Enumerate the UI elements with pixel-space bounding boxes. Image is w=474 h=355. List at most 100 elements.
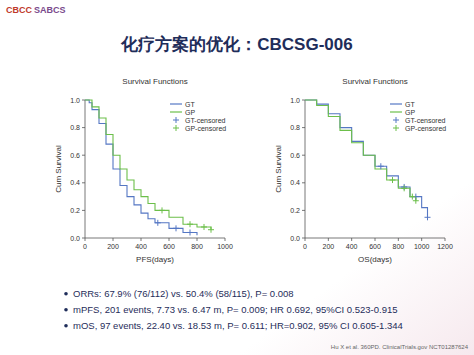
censor-mark <box>378 163 384 169</box>
censor-mark <box>187 221 193 227</box>
y-tick <box>82 238 85 239</box>
x-tick <box>375 238 376 241</box>
legend-symbol <box>170 103 182 104</box>
y-tick-label: 0.0 <box>290 235 300 242</box>
legend-symbol <box>170 111 182 112</box>
censor-mark <box>401 185 407 191</box>
footnote: Hu X et al. 360PD. ClinicalTrials.gov NC… <box>331 344 469 350</box>
legend-label: GT-censored <box>185 117 226 124</box>
x-tick <box>351 238 352 241</box>
censor-mark <box>390 177 396 183</box>
censor-mark <box>409 194 415 200</box>
x-tick-label: 1000 <box>414 243 430 250</box>
x-tick <box>169 238 170 241</box>
legend-symbol <box>390 103 402 104</box>
censor-mark <box>201 224 207 230</box>
y-tick-label: 0.6 <box>290 152 300 159</box>
x-tick-label: 0 <box>303 243 307 250</box>
legend: GTGPGT-censoredGP-censored <box>390 101 446 132</box>
x-axis <box>85 238 225 239</box>
x-tick-label: 400 <box>135 243 147 250</box>
y-tick-label: 0.2 <box>290 207 300 214</box>
y-tick <box>82 100 85 101</box>
y-tick <box>82 182 85 183</box>
censor-mark <box>187 229 193 235</box>
bullet-dot <box>64 324 68 328</box>
legend-symbol <box>390 111 402 112</box>
chart-title: Survival Functions <box>122 77 187 86</box>
logo-text: SABCS <box>34 5 66 15</box>
slide: CBCCSABCS 化疗方案的优化：CBCSG-006 Survival Funct… <box>0 0 474 355</box>
y-tick <box>302 155 305 156</box>
x-tick <box>85 238 86 241</box>
y-axis-label: Cum Survival <box>54 145 63 193</box>
y-tick <box>302 182 305 183</box>
x-axis-label: OS(days) <box>358 255 392 264</box>
bullet-text: mOS, 97 events, 22.40 vs. 18.53 m, P= 0.… <box>73 320 403 331</box>
x-tick <box>328 238 329 241</box>
legend-symbol <box>173 125 179 131</box>
title: 化疗方案的优化：CBCSG-006 <box>120 34 352 54</box>
legend-symbol <box>173 117 179 123</box>
x-tick-label: 200 <box>107 243 119 250</box>
logo-text: CBCC <box>6 5 32 15</box>
y-tick-label: 0.0 <box>70 235 80 242</box>
y-axis <box>305 100 306 238</box>
y-axis <box>85 100 86 238</box>
y-tick-label: 0.6 <box>70 152 80 159</box>
x-tick-label: 800 <box>392 243 404 250</box>
x-tick <box>141 238 142 241</box>
survival-curve <box>85 100 197 235</box>
x-tick-label: 0 <box>83 243 87 250</box>
censor-mark <box>413 198 419 204</box>
legend: GTGPGT-censoredGP-censored <box>170 101 226 132</box>
y-tick <box>302 210 305 211</box>
y-tick <box>302 127 305 128</box>
x-tick-label: 600 <box>369 243 381 250</box>
y-tick <box>82 127 85 128</box>
survival-curve <box>305 100 416 201</box>
legend-label: GT <box>185 101 195 108</box>
y-tick-label: 0.4 <box>70 179 80 186</box>
legend-symbol <box>393 117 399 123</box>
x-tick <box>225 238 226 241</box>
x-tick-label: 600 <box>163 243 175 250</box>
x-tick <box>305 238 306 241</box>
x-tick-label: 1000 <box>217 243 233 250</box>
x-axis-label: PFS(days) <box>136 255 174 264</box>
chart: Survival Functions 0.0 0.2 0.4 0.6 0.8 1.0 0 200… <box>274 77 453 264</box>
legend-label: GP-censored <box>405 125 446 132</box>
chart-title: Survival Functions <box>342 77 407 86</box>
y-tick-label: 0.8 <box>290 124 300 131</box>
background <box>0 0 474 355</box>
y-tick <box>82 155 85 156</box>
x-tick <box>421 238 422 241</box>
bullet-text: mPFS, 201 events, 7.73 vs. 6.47 m, P= 0.… <box>73 304 398 315</box>
y-tick-label: 0.4 <box>290 179 300 186</box>
y-tick-label: 0.8 <box>70 124 80 131</box>
bullet-text: ORRs: 67.9% (76/112) vs. 50.4% (58/115),… <box>73 288 294 299</box>
legend-symbol <box>393 125 399 131</box>
legend-label: GP-censored <box>185 125 226 132</box>
censor-mark <box>159 207 165 213</box>
legend-label: GT-censored <box>405 117 446 124</box>
censor-mark <box>208 227 214 233</box>
legend-label: GT <box>405 101 415 108</box>
y-tick-label: 1.0 <box>70 97 80 104</box>
bullet-dot <box>64 308 68 312</box>
y-axis-label: Cum Survival <box>274 145 283 193</box>
x-tick-label: 800 <box>191 243 203 250</box>
y-tick-label: 1.0 <box>290 97 300 104</box>
chart: Survival Functions 0.0 0.2 0.4 0.6 0.8 1.0 0 200… <box>54 77 233 264</box>
x-tick <box>113 238 114 241</box>
y-tick <box>82 210 85 211</box>
x-tick-label: 1200 <box>437 243 453 250</box>
x-tick-label: 200 <box>322 243 334 250</box>
y-tick <box>302 100 305 101</box>
x-tick <box>197 238 198 241</box>
x-tick-label: 400 <box>346 243 358 250</box>
legend-label: GP <box>405 109 415 116</box>
y-tick-label: 0.2 <box>70 207 80 214</box>
bullet-dot <box>64 292 68 296</box>
censor-mark <box>425 214 431 220</box>
